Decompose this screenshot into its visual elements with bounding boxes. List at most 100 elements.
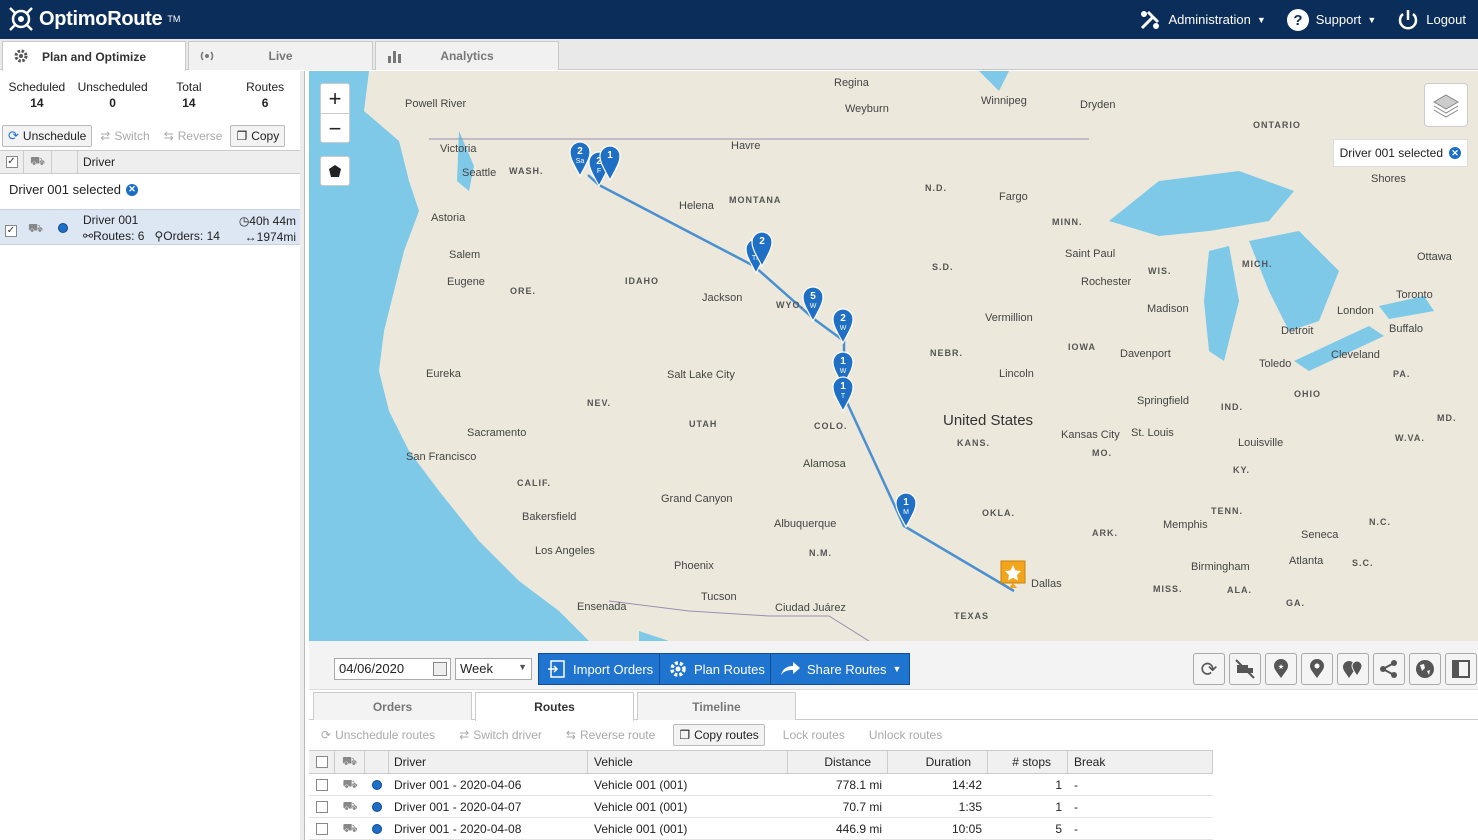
period-value: Week [460, 661, 493, 676]
clear-selection-icon[interactable]: ✕ [126, 183, 138, 196]
map-label: Ensenada [577, 601, 627, 613]
unschedule-button[interactable]: ⟳ Unschedule [2, 125, 93, 147]
power-icon [1398, 9, 1418, 29]
calendar-icon[interactable] [433, 662, 447, 676]
table-row[interactable]: ⛟ Driver 001 - 2020-04-06 Vehicle 001 (0… [309, 774, 1213, 796]
row-checkbox[interactable] [316, 822, 328, 835]
unschedule-label: Unschedule [22, 129, 87, 143]
panel-toggle-button[interactable] [1445, 653, 1477, 685]
driver-distance: 1974mi [256, 230, 296, 244]
tab-live-label: Live [268, 49, 293, 63]
tab-analytics[interactable]: Analytics [375, 41, 559, 70]
driver-name: Driver 001 [83, 213, 139, 227]
route-pin[interactable]: 1M [895, 492, 917, 528]
routes-toolbar: ⟳ Unschedule routes ⇄ Switch driver ⇆ Rever… [309, 721, 1478, 749]
tab-timeline[interactable]: Timeline [637, 692, 796, 720]
lock-routes-button[interactable]: Lock routes [782, 728, 845, 742]
row-checkbox[interactable] [316, 778, 328, 791]
administration-menu[interactable]: Administration ▼ [1138, 8, 1266, 32]
map-view[interactable]: Regina Winnipeg Dryden Weyburn ONTARIO P… [309, 71, 1478, 641]
map-label: UTAH [689, 419, 718, 429]
polygon-draw-button[interactable] [320, 156, 350, 186]
duration-column-header[interactable]: Duration [888, 751, 988, 773]
row-driver: Driver 001 - 2020-04-06 [394, 777, 522, 792]
multi-pin-button[interactable] [1337, 653, 1369, 685]
top-nav: Administration ▼ ? Support ▼ Logout [1138, 0, 1466, 39]
select-all-checkbox[interactable]: ✓ [5, 156, 18, 168]
reverse-button[interactable]: ⇆ Reverse [158, 125, 229, 147]
break-column-header[interactable]: Break [1068, 751, 1213, 773]
period-select[interactable]: Week ▼ [455, 658, 532, 680]
map-label: Dryden [1080, 99, 1116, 111]
driver-routes: Routes: 6 [93, 229, 145, 243]
table-row[interactable]: ⛟ Driver 001 - 2020-04-07 Vehicle 001 (0… [309, 796, 1213, 818]
unlock-routes-button[interactable]: Unlock routes [868, 728, 943, 742]
driver-row[interactable]: ✓ ⛟ Driver 001 ⚯Routes: 6 ⚲Orders: 14 ◷4… [0, 209, 302, 245]
route-pin[interactable]: 1W [832, 351, 854, 387]
globe-button[interactable] [1409, 653, 1441, 685]
route-pin[interactable]: 5W [802, 286, 824, 322]
support-menu[interactable]: ? Support ▼ [1286, 8, 1376, 32]
driver-column-header: Driver [83, 155, 115, 169]
copy-routes-button[interactable]: ❐ Copy routes [673, 724, 765, 746]
depot-star-icon[interactable] [999, 559, 1027, 589]
route-pin[interactable]: 2W [832, 308, 854, 344]
date-input[interactable]: 04/06/2020 [334, 658, 451, 680]
tab-orders[interactable]: Orders [313, 692, 472, 720]
copy-label: Copy [251, 129, 280, 143]
share-routes-button[interactable]: Share Routes ▼ [770, 653, 911, 685]
switch-button[interactable]: ⇄ Switch [94, 125, 155, 147]
map-label: Kansas City [1061, 429, 1120, 441]
select-all-routes-checkbox[interactable] [315, 756, 328, 768]
driver-checkbox[interactable]: ✓ [5, 225, 17, 237]
map-label: WASH. [509, 166, 544, 176]
vehicle-column-header[interactable]: Vehicle [588, 751, 788, 773]
map-label: Lincoln [999, 368, 1034, 380]
route-pin[interactable]: 2 [751, 231, 773, 267]
import-orders-button[interactable]: Import Orders [538, 653, 663, 685]
map-label: MICH. [1242, 259, 1273, 269]
share-button[interactable] [1373, 653, 1405, 685]
row-break: - [1074, 821, 1078, 836]
switch-driver-button[interactable]: ⇄ Switch driver [453, 724, 548, 746]
map-label: TEXAS [954, 611, 990, 621]
route-pin[interactable]: 1 [599, 145, 621, 181]
zoom-in-button[interactable]: + [321, 84, 349, 114]
unschedule-routes-button[interactable]: ⟳ Unschedule routes [315, 724, 441, 746]
distance-column-header[interactable]: Distance [788, 751, 888, 773]
route-pin[interactable]: 2Sa [569, 141, 591, 177]
clear-selection-icon[interactable]: ✕ [1449, 147, 1461, 159]
share-arrow-icon [781, 662, 800, 675]
row-stops: 1 [1055, 777, 1062, 792]
zoom-out-button[interactable]: − [328, 116, 342, 141]
row-checkbox[interactable] [316, 800, 328, 813]
stat-routes: Routes 6 [226, 80, 304, 123]
driver-list-header: ✓ ⛟ Driver [0, 150, 302, 174]
route-color-dot [372, 801, 382, 812]
tab-routes[interactable]: Routes [475, 692, 634, 721]
pin-sub: Th [752, 255, 760, 262]
map-label: Bakersfield [522, 511, 577, 523]
driver-column-header[interactable]: Driver [389, 751, 588, 773]
refresh-button[interactable]: ⟳ [1193, 653, 1225, 685]
pin-sub: W [840, 325, 847, 332]
pin-star-button[interactable]: ★ [1265, 653, 1297, 685]
table-row[interactable]: ⛟ Driver 001 - 2020-04-08 Vehicle 001 (0… [309, 818, 1213, 840]
pin-button[interactable] [1301, 653, 1333, 685]
pin-label: 1 [840, 381, 846, 392]
copy-button[interactable]: ❐ Copy [230, 125, 286, 147]
app-logo[interactable]: OptimoRoute TM [8, 6, 180, 32]
logout-button[interactable]: Logout [1396, 8, 1466, 32]
pin-star-icon: ★ [1274, 659, 1288, 678]
row-driver: Driver 001 - 2020-04-07 [394, 799, 522, 814]
map-label: Salem [449, 249, 481, 261]
layers-button[interactable] [1424, 83, 1468, 127]
route-pin[interactable]: 1T [832, 376, 854, 412]
hide-unassigned-button[interactable] [1229, 653, 1261, 685]
reverse-route-button[interactable]: ⇆ Reverse route [560, 724, 661, 746]
stops-column-header[interactable]: # stops [988, 751, 1068, 773]
tab-live[interactable]: Live [188, 41, 373, 70]
tab-plan-and-optimize[interactable]: Plan and Optimize [2, 41, 186, 71]
plan-routes-button[interactable]: Plan Routes [659, 653, 774, 685]
date-value: 04/06/2020 [339, 661, 405, 676]
